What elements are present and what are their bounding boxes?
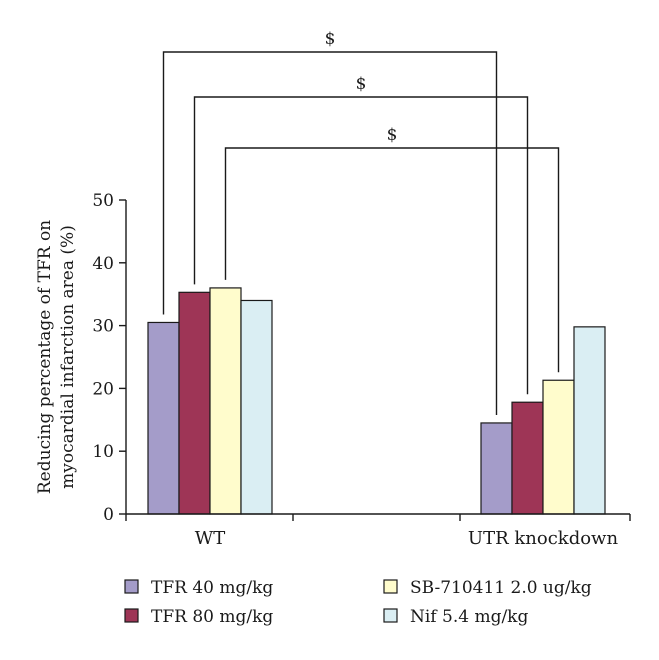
- y-axis-label: Reducing percentage of TFR on myocardial …: [35, 220, 78, 494]
- legend-label: TFR 80 mg/kg: [151, 607, 273, 627]
- legend-label: SB-710411 2.0 ug/kg: [410, 578, 592, 598]
- significance-bracket: [162, 51, 498, 415]
- significance-marker: $: [387, 125, 398, 145]
- bar-1-wt: [147, 321, 180, 515]
- significance-bracket: [193, 96, 529, 395]
- y-tick-label: 40: [92, 254, 114, 274]
- bar-4-wt: [240, 299, 273, 515]
- bar-4-utr-knockdown: [573, 326, 606, 515]
- bar-3-utr-knockdown: [542, 379, 575, 515]
- y-tick-label: 50: [92, 191, 114, 211]
- legend-swatch: [383, 608, 398, 623]
- x-category-label: UTR knockdown: [468, 528, 619, 549]
- bar-1-utr-knockdown: [480, 422, 513, 515]
- bar-2-utr-knockdown: [511, 401, 544, 515]
- y-axis-label-line: Reducing percentage of TFR on: [35, 220, 55, 494]
- significance-marker: $: [325, 29, 336, 49]
- y-tick-label: 0: [103, 505, 114, 525]
- y-tick-label: 20: [92, 379, 114, 399]
- bars: [147, 287, 606, 515]
- legend-label: Nif 5.4 mg/kg: [410, 607, 528, 627]
- significance-marker: $: [356, 74, 367, 94]
- bar-3-wt: [209, 287, 242, 515]
- legend-swatch: [383, 579, 398, 594]
- significance-bracket: [224, 147, 560, 373]
- significance-brackets: $ $ $: [162, 29, 560, 415]
- legend: TFR 40 mg/kg TFR 80 mg/kg SB-710411 2.0 ug…: [124, 578, 592, 627]
- y-tick-label: 10: [92, 442, 114, 462]
- legend-label: TFR 40 mg/kg: [151, 578, 273, 598]
- y-axis-label-line: myocardial infarction area (%): [58, 225, 78, 489]
- y-tick-label: 30: [92, 317, 114, 337]
- axes: 0 10 20 30 40 50 WT UTR knockdown: [92, 191, 631, 549]
- bar-2-wt: [178, 291, 211, 515]
- x-category-label: WT: [195, 528, 226, 549]
- legend-swatch: [124, 608, 139, 623]
- legend-swatch: [124, 579, 139, 594]
